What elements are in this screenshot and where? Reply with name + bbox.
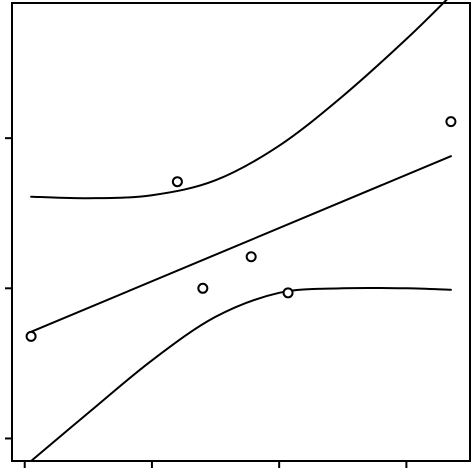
regression-line-group (30, 155, 452, 333)
confidence-band (30, 0, 452, 462)
data-point-6 (445, 116, 457, 128)
data-point-4 (245, 251, 257, 263)
regression-line (30, 155, 452, 333)
confidence-band-upper (30, 0, 448, 200)
plot-frame (11, 2, 471, 462)
data-point-5 (282, 287, 294, 299)
confidence-band-lower (30, 286, 452, 462)
data-points (25, 116, 457, 342)
y-axis-ticks (5, 137, 12, 440)
data-point-1 (25, 330, 37, 342)
data-point-2 (171, 176, 183, 188)
data-point-3 (197, 282, 209, 294)
x-axis-ticks (23, 461, 408, 468)
